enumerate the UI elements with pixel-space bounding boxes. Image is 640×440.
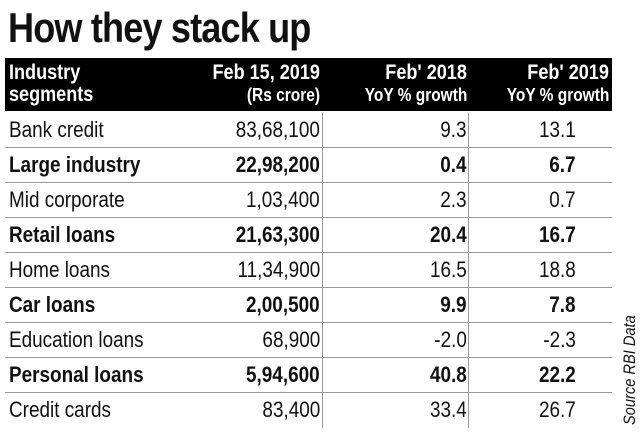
yoy-2019-cell: 13.1 [539, 117, 576, 142]
table-row: Car loans 2,00,500 9.9 7.8 [5, 288, 612, 323]
column-header-segment-line2: segments [9, 83, 94, 106]
table-body: Bank credit 83,68,100 9.3 13.1 Large ind… [5, 113, 612, 428]
value-cell: 68,900 [262, 327, 320, 352]
yoy-2018-cell: 33.4 [430, 397, 467, 422]
segment-cell: Home loans [9, 257, 110, 282]
table-row: Personal loans 5,94,600 40.8 22.2 [5, 358, 612, 393]
yoy-2019-cell: 7.8 [549, 292, 576, 317]
column-header-yoy-2018-line2: YoY % growth [364, 85, 467, 105]
column-header-yoy-2019-line1: Feb' 2019 [527, 61, 609, 84]
yoy-2019-cell: 18.8 [539, 257, 576, 282]
column-header-yoy-2018: Feb' 2018 YoY % growth [348, 58, 467, 111]
source-note: Source RBI Data [620, 315, 639, 425]
column-header-segment-line1: Industry [9, 61, 81, 84]
column-header-yoy-2019: Feb' 2019 YoY % growth [490, 58, 609, 111]
value-cell: 2,00,500 [246, 292, 320, 317]
yoy-2019-cell: 0.7 [549, 187, 576, 212]
table-row: Large industry 22,98,200 0.4 6.7 [5, 148, 612, 183]
page-title: How they stack up [8, 4, 311, 51]
yoy-2019-cell: 26.7 [539, 397, 576, 422]
segment-cell: Retail loans [9, 222, 116, 247]
column-header-value-line2: (Rs crore) [246, 85, 320, 105]
segment-cell: Bank credit [9, 117, 104, 142]
value-cell: 21,63,300 [235, 222, 320, 247]
table-row: Credit cards 83,400 33.4 26.7 [5, 393, 612, 428]
column-header-value: Feb 15, 2019 (Rs crore) [195, 58, 320, 111]
value-cell: 22,98,200 [235, 152, 320, 177]
yoy-2019-cell: 22.2 [539, 362, 576, 387]
yoy-2018-cell: 40.8 [430, 362, 467, 387]
yoy-2018-cell: 20.4 [430, 222, 467, 247]
yoy-2018-cell: -2.0 [434, 327, 467, 352]
yoy-2018-cell: 9.9 [440, 292, 467, 317]
yoy-2018-cell: 9.3 [440, 117, 467, 142]
yoy-2019-cell: 16.7 [539, 222, 576, 247]
table-row: Retail loans 21,63,300 20.4 16.7 [5, 218, 612, 253]
column-header-yoy-2019-line2: YoY % growth [506, 85, 609, 105]
segment-cell: Large industry [9, 152, 141, 177]
segment-cell: Car loans [9, 292, 96, 317]
value-cell: 83,68,100 [235, 117, 320, 142]
column-divider [322, 113, 323, 428]
table-row: Mid corporate 1,03,400 2.3 0.7 [5, 183, 612, 218]
value-cell: 1,03,400 [246, 187, 320, 212]
column-header-value-line1: Feb 15, 2019 [212, 61, 320, 84]
value-cell: 11,34,900 [237, 257, 320, 282]
value-cell: 5,94,600 [246, 362, 320, 387]
column-header-yoy-2018-line1: Feb' 2018 [385, 61, 467, 84]
segment-cell: Education loans [9, 327, 144, 352]
yoy-2019-cell: 6.7 [549, 152, 576, 177]
yoy-2018-cell: 2.3 [440, 187, 467, 212]
yoy-2018-cell: 16.5 [430, 257, 467, 282]
yoy-2019-cell: -2.3 [543, 327, 576, 352]
segment-cell: Credit cards [9, 397, 111, 422]
segment-cell: Mid corporate [9, 187, 125, 212]
yoy-2018-cell: 0.4 [440, 152, 467, 177]
column-header-segment: Industry segments [9, 58, 107, 111]
table-header: Industry segments Feb 15, 2019 (Rs crore… [5, 58, 612, 111]
value-cell: 83,400 [262, 397, 320, 422]
segment-cell: Personal loans [9, 362, 144, 387]
table-row: Education loans 68,900 -2.0 -2.3 [5, 323, 612, 358]
column-divider [468, 113, 469, 428]
table-row: Home loans 11,34,900 16.5 18.8 [5, 253, 612, 288]
table-row: Bank credit 83,68,100 9.3 13.1 [5, 113, 612, 148]
